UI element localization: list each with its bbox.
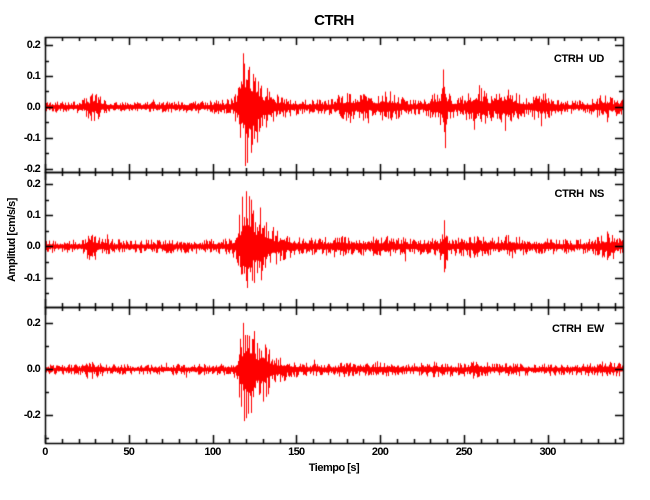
- x-tick-label: 0: [42, 446, 48, 458]
- x-tick-label: 100: [204, 446, 221, 458]
- y-tick-label: 0.2: [26, 39, 41, 52]
- y-tick-label: 0.0: [26, 363, 41, 376]
- y-tick-label: 0.2: [26, 317, 41, 330]
- x-axis-title: Tiempo [s]: [308, 462, 360, 474]
- panel-label-ns: CTRH NS: [554, 188, 604, 200]
- y-tick-label: -0.2: [23, 162, 41, 175]
- y-tick-label: -0.1: [23, 271, 41, 284]
- x-tick-label: 300: [539, 446, 556, 458]
- x-tick-label: 200: [371, 446, 389, 458]
- x-tick-label: 150: [288, 446, 305, 458]
- x-tick-label: 250: [455, 446, 473, 458]
- chart-title: CTRH: [314, 12, 354, 29]
- y-tick-label: -0.1: [23, 131, 41, 144]
- y-tick-label: 0.1: [26, 209, 41, 222]
- y-tick-label: 0.1: [26, 70, 41, 82]
- panel-label-ud: CTRH UD: [553, 53, 604, 65]
- panel-label-ew: CTRH EW: [552, 323, 604, 335]
- y-tick-label: 0.2: [26, 178, 41, 191]
- x-tick-label: 50: [123, 446, 135, 458]
- y-tick-label: -0.2: [23, 409, 41, 422]
- y-tick-label: 0.0: [26, 240, 41, 253]
- y-tick-label: 0.0: [26, 100, 41, 113]
